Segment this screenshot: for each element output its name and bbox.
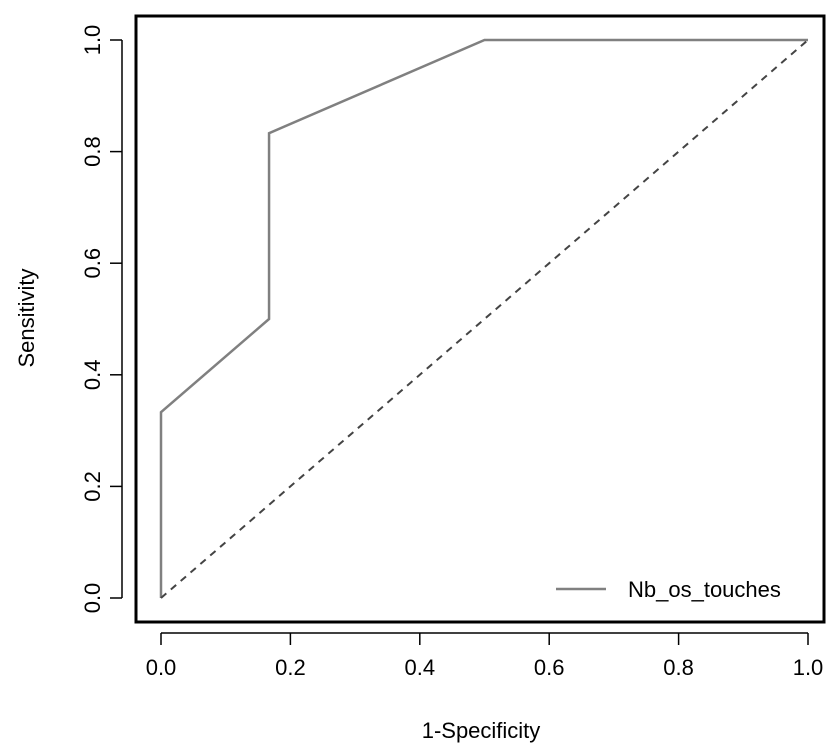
- y-axis: 0.0 0.2 0.4 0.6 0.8 1.0: [80, 25, 123, 614]
- y-tick-label: 0.8: [80, 136, 105, 167]
- series-layer: [159, 38, 809, 599]
- legend-label-nb-os-touches: Nb_os_touches: [628, 577, 781, 602]
- x-tick-label: 0.6: [534, 655, 565, 680]
- plot-box: [134, 14, 826, 624]
- reference-diagonal-line: [160, 39, 809, 599]
- x-tick-label: 0.4: [405, 655, 436, 680]
- y-tick-label: 0.4: [80, 360, 105, 391]
- x-tick-label: 0.2: [275, 655, 306, 680]
- y-axis-title: Sensitivity: [14, 268, 39, 367]
- x-tick-label: 0.0: [146, 655, 177, 680]
- x-axis: 0.0 0.2 0.4 0.6 0.8 1.0: [146, 632, 824, 680]
- x-tick-label: 0.8: [663, 655, 694, 680]
- y-tick-label: 0.0: [80, 583, 105, 614]
- x-axis-title: 1-Specificity: [422, 718, 541, 743]
- series-line-nb-os-touches: [159, 38, 808, 598]
- y-tick-label: 1.0: [80, 25, 105, 56]
- y-tick-label: 0.2: [80, 471, 105, 502]
- y-tick-label: 0.6: [80, 248, 105, 279]
- x-tick-label: 1.0: [793, 655, 824, 680]
- legend: Nb_os_touches: [556, 577, 781, 602]
